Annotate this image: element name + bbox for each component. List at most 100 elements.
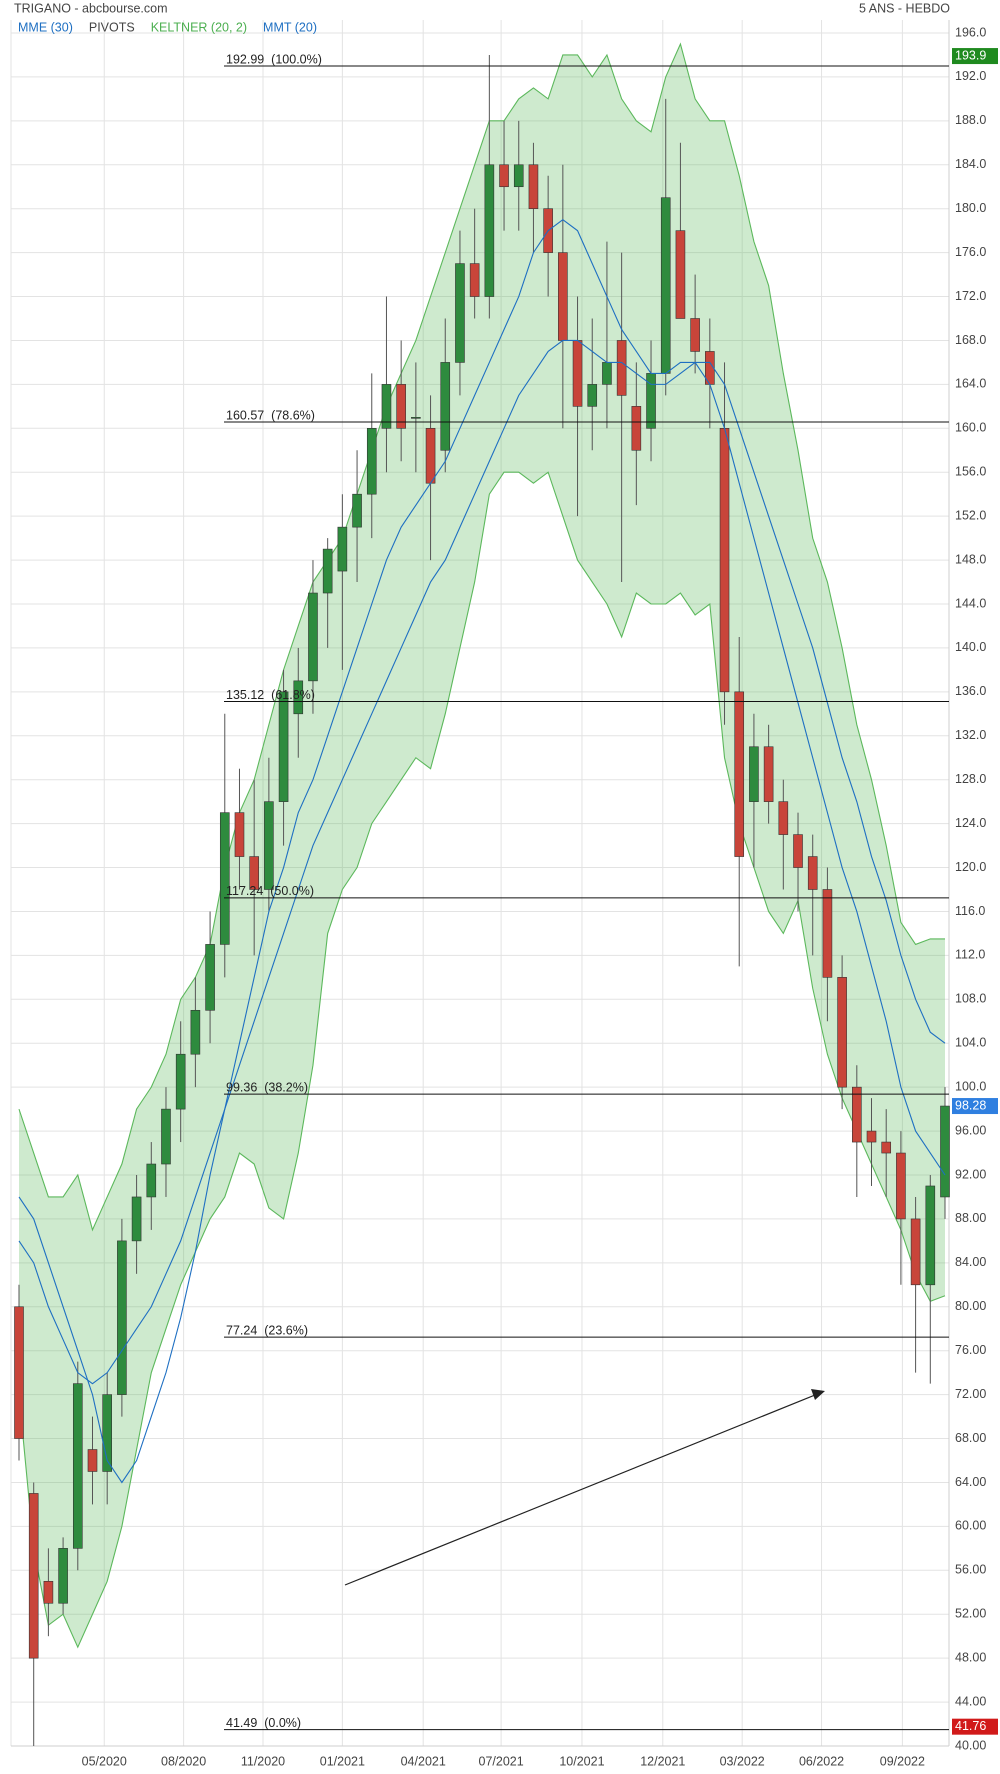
x-tick-label: 10/2021 xyxy=(559,1754,604,1768)
candle-body xyxy=(440,362,451,451)
candle-body xyxy=(572,340,583,407)
candle-body xyxy=(381,384,392,429)
price-marker-label: 193.9 xyxy=(955,48,986,62)
y-tick-label: 172.0 xyxy=(955,289,986,303)
y-tick-label: 64.00 xyxy=(955,1475,986,1489)
arrow-line xyxy=(344,1394,816,1586)
candle-body xyxy=(660,197,671,374)
y-tick-label: 68.00 xyxy=(955,1431,986,1445)
candle-body xyxy=(102,1394,112,1472)
fib-levels: 192.99 (100.0%) 160.57 (78.6%) 135.12 (61.… xyxy=(224,52,949,1731)
chart-title: TRIGANO - abcbourse.com xyxy=(14,1,168,15)
candle-body xyxy=(72,1383,83,1549)
x-tick-label: 09/2022 xyxy=(880,1754,925,1768)
y-tick-label: 176.0 xyxy=(955,245,986,259)
candle-body xyxy=(528,164,539,209)
y-tick-label: 192.0 xyxy=(955,69,986,83)
y-tick-label: 44.00 xyxy=(955,1694,986,1708)
x-tick-label: 04/2021 xyxy=(401,1754,446,1768)
candle-body xyxy=(793,834,803,868)
candle-body xyxy=(499,164,509,188)
candle-body xyxy=(43,1580,54,1604)
candle-body xyxy=(249,856,259,890)
period-label: 5 ANS - HEBDO xyxy=(859,1,950,15)
candle-body xyxy=(558,252,568,341)
keltner-lower xyxy=(18,471,946,1649)
y-tick-label: 112.0 xyxy=(955,948,985,962)
arrow-head xyxy=(811,1389,825,1400)
axis: 40.00 44.00 48.00 52.00 56.00 60.00 64.00 68.00… xyxy=(82,25,998,1768)
candles xyxy=(14,54,950,1746)
candle-body xyxy=(308,592,318,682)
y-tick-label: 140.0 xyxy=(955,640,986,654)
candle-body xyxy=(910,1218,921,1286)
candle-body xyxy=(175,1053,186,1110)
candle-body xyxy=(925,1185,936,1286)
y-tick-label: 124.0 xyxy=(955,816,986,830)
candle-body xyxy=(87,1449,98,1472)
y-tick-label: 180.0 xyxy=(955,201,986,215)
candle-body xyxy=(219,812,230,945)
candle-body xyxy=(293,680,304,715)
fib-label: 160.57 (78.6%) xyxy=(226,408,315,422)
x-tick-label: 03/2022 xyxy=(720,1754,765,1768)
candle-body xyxy=(58,1548,68,1604)
mme30-line xyxy=(18,339,946,1385)
candle-body xyxy=(866,1130,877,1143)
y-tick-label: 196.0 xyxy=(955,25,986,39)
candle-body xyxy=(631,406,642,451)
y-tick-label: 160.0 xyxy=(955,421,986,435)
fib-label: 192.99 (100.0%) xyxy=(226,52,322,66)
y-tick-label: 136.0 xyxy=(955,684,986,698)
legend-entry: MMT (20) xyxy=(263,20,317,34)
y-tick-label: 128.0 xyxy=(955,772,986,786)
candle-body xyxy=(352,493,362,528)
candle-body xyxy=(763,746,774,802)
x-tick-label: 08/2020 xyxy=(161,1754,206,1768)
price-marker xyxy=(952,1098,998,1115)
price-marker xyxy=(952,1718,998,1735)
candle-body xyxy=(161,1108,171,1165)
fib-label: 135.12 (61.8%) xyxy=(226,688,315,702)
candle-body xyxy=(278,691,289,802)
candle-body xyxy=(411,417,421,419)
candle-body xyxy=(322,548,333,594)
y-tick-label: 76.00 xyxy=(955,1343,986,1357)
band-layer xyxy=(18,42,946,1649)
price-marker-label: 98.28 xyxy=(955,1098,986,1112)
y-tick-label: 164.0 xyxy=(955,377,986,391)
candle-body xyxy=(396,384,406,429)
candle-body xyxy=(807,856,818,890)
y-tick-label: 132.0 xyxy=(955,728,986,742)
candle-body xyxy=(602,362,612,385)
candle-body xyxy=(896,1152,906,1220)
candle-body xyxy=(719,428,730,693)
y-tick-label: 88.00 xyxy=(955,1211,986,1225)
candle-body xyxy=(117,1240,127,1395)
price-marker-label: 41.76 xyxy=(955,1719,986,1733)
candle-body xyxy=(131,1196,142,1242)
candle-body xyxy=(28,1493,39,1659)
y-tick-label: 60.00 xyxy=(955,1519,986,1533)
candle-body xyxy=(881,1141,892,1154)
lines xyxy=(18,218,946,1484)
candle-body xyxy=(675,230,686,319)
candle-body xyxy=(940,1105,950,1198)
x-tick-label: 05/2020 xyxy=(82,1754,127,1768)
candle-body xyxy=(513,164,524,188)
price-marker xyxy=(952,48,998,65)
candle-body xyxy=(264,801,274,890)
candle-body xyxy=(837,977,847,1088)
candle-body xyxy=(425,428,436,484)
x-tick-label: 12/2021 xyxy=(640,1754,685,1768)
y-tick-label: 148.0 xyxy=(955,552,986,566)
candle-body xyxy=(616,340,627,396)
y-tick-label: 152.0 xyxy=(955,508,986,522)
candle-body xyxy=(749,746,759,802)
legend: MME (30) PIVOTS KELTNER (20, 2) MMT (20) xyxy=(18,20,317,34)
y-tick-label: 100.0 xyxy=(955,1079,986,1093)
legend-entry: PIVOTS xyxy=(89,20,135,34)
keltner-upper xyxy=(18,42,945,1232)
